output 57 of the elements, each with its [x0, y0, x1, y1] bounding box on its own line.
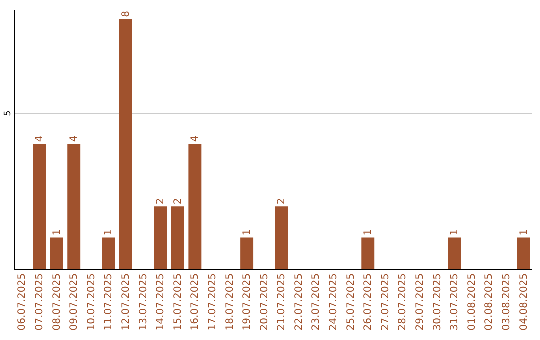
x-tick-label: 16.07.2025 [190, 274, 202, 331]
x-tick-label: 07.07.2025 [34, 274, 46, 331]
bar [517, 238, 530, 269]
x-tick-label: 30.07.2025 [432, 274, 444, 331]
bar [33, 144, 46, 269]
bar [188, 144, 202, 269]
x-tick-label: 01.08.2025 [466, 274, 478, 331]
x-tick-label: 04.08.2025 [518, 274, 530, 331]
data-label: 1 [242, 229, 254, 236]
x-tick-label: 03.08.2025 [501, 274, 512, 331]
x-tick-label: 15.07.2025 [172, 274, 184, 331]
x-tick-label: 08.07.2025 [52, 274, 63, 331]
x-tick-label: 18.07.2025 [224, 274, 236, 331]
x-tick-label: 31.07.2025 [450, 274, 461, 331]
x-tick-label: 22.07.2025 [294, 274, 305, 331]
y-tick-label: 5 [4, 110, 14, 116]
data-label: 1 [363, 229, 374, 236]
data-label: 8 [120, 10, 132, 18]
data-label: 4 [69, 136, 80, 142]
x-tick-label: 23.07.2025 [311, 274, 322, 331]
bar [50, 238, 64, 269]
x-tick-label: 11.07.2025 [104, 274, 115, 331]
x-tick-label: 28.07.2025 [398, 274, 409, 331]
x-tick-label: 20.07.2025 [259, 274, 270, 331]
bar [362, 238, 375, 269]
x-tick-label: 10.07.2025 [86, 274, 98, 331]
x-tick-label: 09.07.2025 [69, 274, 80, 331]
data-label: 2 [172, 198, 184, 205]
bar [171, 206, 184, 269]
x-tick-label: 29.07.2025 [415, 274, 426, 331]
x-tick-label: 06.07.2025 [17, 274, 28, 331]
x-tick-label: 13.07.2025 [138, 274, 150, 331]
x-tick-label: 24.07.2025 [328, 274, 340, 331]
x-tick-label: 14.07.2025 [156, 274, 167, 331]
bar [448, 238, 462, 269]
data-label: 1 [52, 229, 63, 236]
bar [154, 206, 168, 269]
x-tick-label: 25.07.2025 [346, 274, 357, 331]
data-label: 1 [104, 229, 115, 236]
x-tick-label: 02.08.2025 [484, 274, 496, 331]
bar [275, 206, 288, 269]
data-label: 2 [276, 198, 288, 205]
bar [102, 238, 116, 269]
x-tick-label: 12.07.2025 [120, 274, 132, 331]
bar [68, 144, 81, 269]
data-label: 4 [34, 136, 46, 142]
data-label: 4 [190, 136, 202, 142]
x-tick-label: 26.07.2025 [363, 274, 374, 331]
bar [120, 19, 132, 269]
x-tick-label: 17.07.2025 [207, 274, 218, 331]
x-tick-label: 19.07.2025 [242, 274, 254, 331]
data-label: 1 [450, 229, 461, 236]
data-label: 2 [156, 198, 167, 205]
bar [240, 238, 254, 269]
x-tick-label: 27.07.2025 [380, 274, 392, 331]
x-tick-label: 21.07.2025 [276, 274, 288, 331]
data-label: 1 [518, 229, 530, 236]
